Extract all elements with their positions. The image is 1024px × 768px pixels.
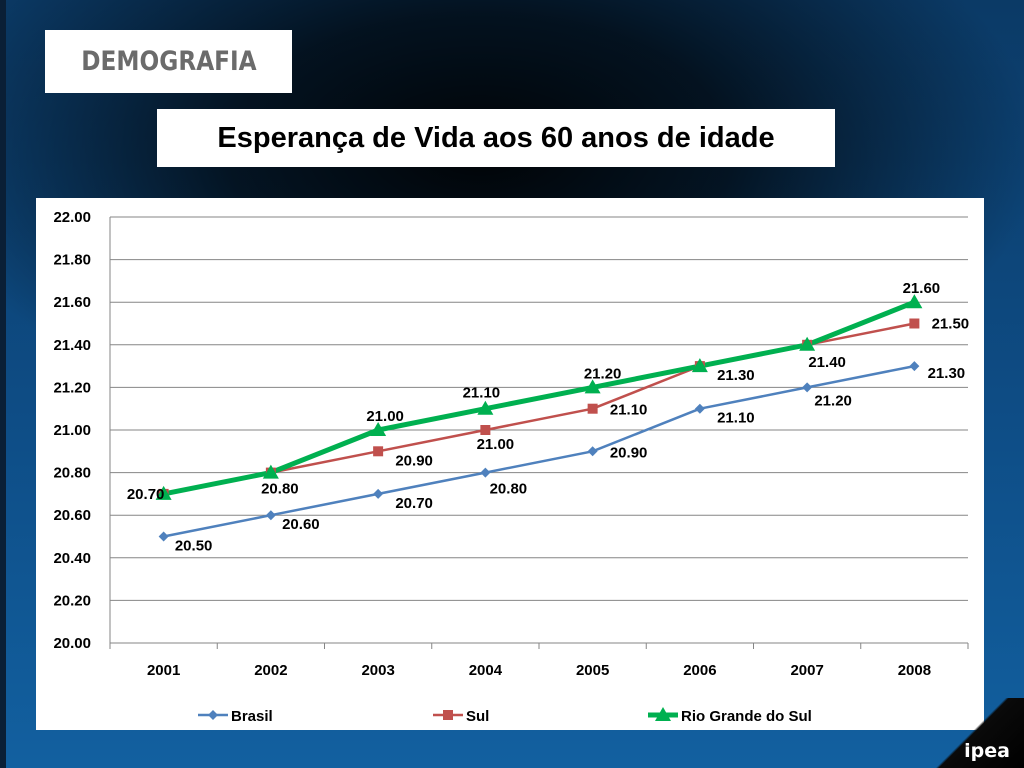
data-label: 21.20 [814,392,852,409]
ipea-logo: ipea [924,698,1024,768]
data-label: 21.20 [584,365,622,382]
legend-marker [655,707,671,721]
x-tick-label: 2006 [683,662,716,679]
x-tick-label: 2008 [898,662,931,679]
slide-title: Esperança de Vida aos 60 anos de idade [217,121,775,154]
data-point-marker [799,336,816,351]
legend-label: Sul [466,708,489,725]
data-point-marker [909,361,920,372]
legend-marker [443,710,453,720]
y-tick-label: 20.80 [53,465,91,482]
series-line-brasil [163,364,915,538]
data-label: 20.70 [127,486,165,503]
title-box: Esperança de Vida aos 60 anos de idade [157,109,835,167]
y-tick-label: 21.60 [53,294,91,311]
legend-label: Brasil [231,708,273,725]
data-point-marker [906,294,923,309]
y-tick-label: 21.00 [53,422,91,439]
data-label: 21.60 [903,280,941,297]
data-label: 21.10 [610,402,648,419]
data-point-marker [480,467,491,478]
data-point-marker [477,400,494,415]
data-label: 20.50 [175,538,213,555]
data-point-marker [155,485,172,500]
y-tick-label: 21.20 [53,379,91,396]
data-point-marker [265,510,276,521]
left-edge-bar [0,0,6,768]
x-tick-label: 2007 [790,662,823,679]
data-point-marker [480,425,491,435]
data-label: 21.30 [717,367,755,384]
data-label: 21.30 [928,365,966,382]
data-label: 20.80 [490,481,528,498]
line-chart: 20.00 20.20 20.40 20.60 20.80 21.00 21.20 21.40… [53,209,970,725]
data-label: 20.90 [395,452,433,469]
x-tick-label: 2005 [576,662,609,679]
y-tick-label: 21.80 [53,252,91,269]
data-label: 20.60 [282,516,320,533]
x-tick-label: 2002 [254,662,287,679]
data-label: 20.80 [261,481,299,498]
data-point-marker [909,318,920,329]
data-label: 21.10 [717,410,755,427]
data-label: 21.00 [477,436,515,453]
legend-marker [208,710,218,720]
data-label: 21.50 [932,316,970,333]
y-tick-label: 21.40 [53,337,91,354]
data-label: 20.70 [395,495,433,512]
x-tick-label: 2001 [147,662,180,679]
y-tick-label: 22.00 [53,209,91,226]
chart-panel: 20.00 20.20 20.40 20.60 20.80 21.00 21.20 21.40… [36,198,984,730]
y-tick-label: 20.40 [53,550,91,567]
data-point-marker [587,446,598,457]
data-point-marker [373,446,384,457]
section-label-box: DEMOGRAFIA [45,30,292,93]
data-point-marker [584,379,601,394]
y-tick-label: 20.20 [53,592,91,609]
data-label: 21.00 [366,408,404,425]
data-point-marker [262,464,279,479]
data-point-marker [691,358,708,373]
data-label: 21.10 [463,385,501,402]
data-point-marker [587,403,598,414]
data-point-marker [802,382,813,393]
data-label: 21.40 [808,354,846,371]
data-point-marker [373,488,384,499]
ipea-logo-text: ipea [964,740,1010,762]
y-tick-label: 20.60 [53,507,91,524]
y-tick-label: 20.00 [53,635,91,652]
x-tick-label: 2003 [361,662,394,679]
x-tick-label: 2004 [469,662,503,679]
legend-label: Rio Grande do Sul [681,708,812,725]
data-point-marker [370,422,387,436]
data-point-marker [158,531,169,542]
section-label: DEMOGRAFIA [80,46,257,77]
series-line-rio-grande-do-sul [163,299,916,497]
data-point-marker [694,403,705,414]
data-label: 20.90 [610,444,648,461]
